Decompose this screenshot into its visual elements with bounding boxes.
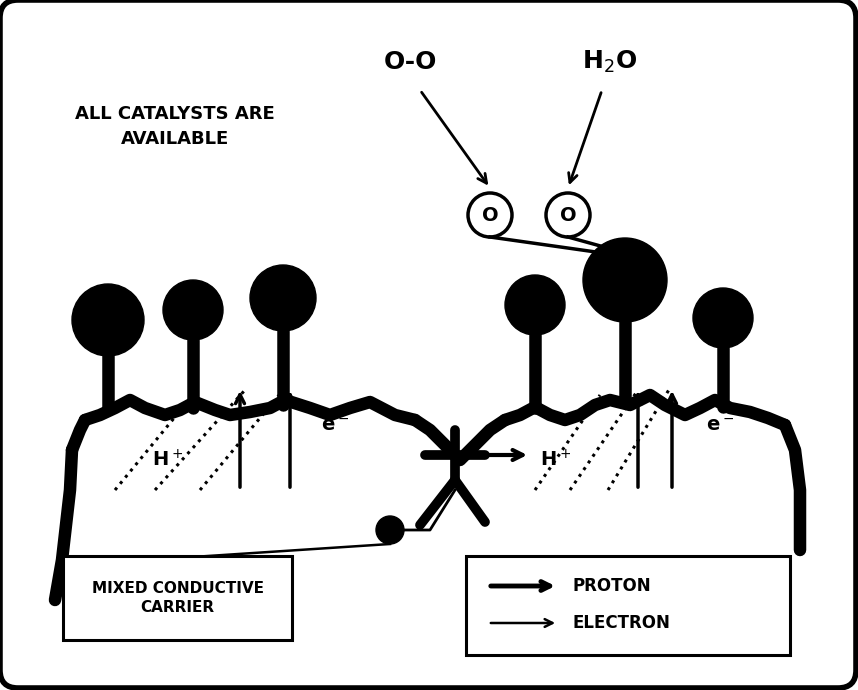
Text: O: O: [481, 206, 498, 224]
FancyBboxPatch shape: [63, 556, 292, 640]
Text: H$_2$O: H$_2$O: [583, 49, 637, 75]
Circle shape: [250, 265, 316, 331]
FancyBboxPatch shape: [466, 556, 790, 655]
Text: e$^-$: e$^-$: [706, 415, 734, 435]
Text: e$^-$: e$^-$: [321, 415, 349, 435]
Text: MIXED CONDUCTIVE
CARRIER: MIXED CONDUCTIVE CARRIER: [92, 580, 263, 615]
Text: PROTON: PROTON: [573, 577, 651, 595]
Circle shape: [505, 275, 565, 335]
Text: ELECTRON: ELECTRON: [573, 614, 671, 632]
Circle shape: [72, 284, 144, 356]
Text: O-O: O-O: [384, 50, 437, 74]
Text: ALL CATALYSTS ARE
AVAILABLE: ALL CATALYSTS ARE AVAILABLE: [76, 105, 275, 148]
Text: O: O: [559, 206, 577, 224]
Circle shape: [693, 288, 753, 348]
Circle shape: [583, 238, 667, 322]
Circle shape: [163, 280, 223, 340]
Text: H$^+$: H$^+$: [153, 449, 184, 471]
Circle shape: [376, 516, 404, 544]
Text: H$^+$: H$^+$: [541, 449, 571, 471]
